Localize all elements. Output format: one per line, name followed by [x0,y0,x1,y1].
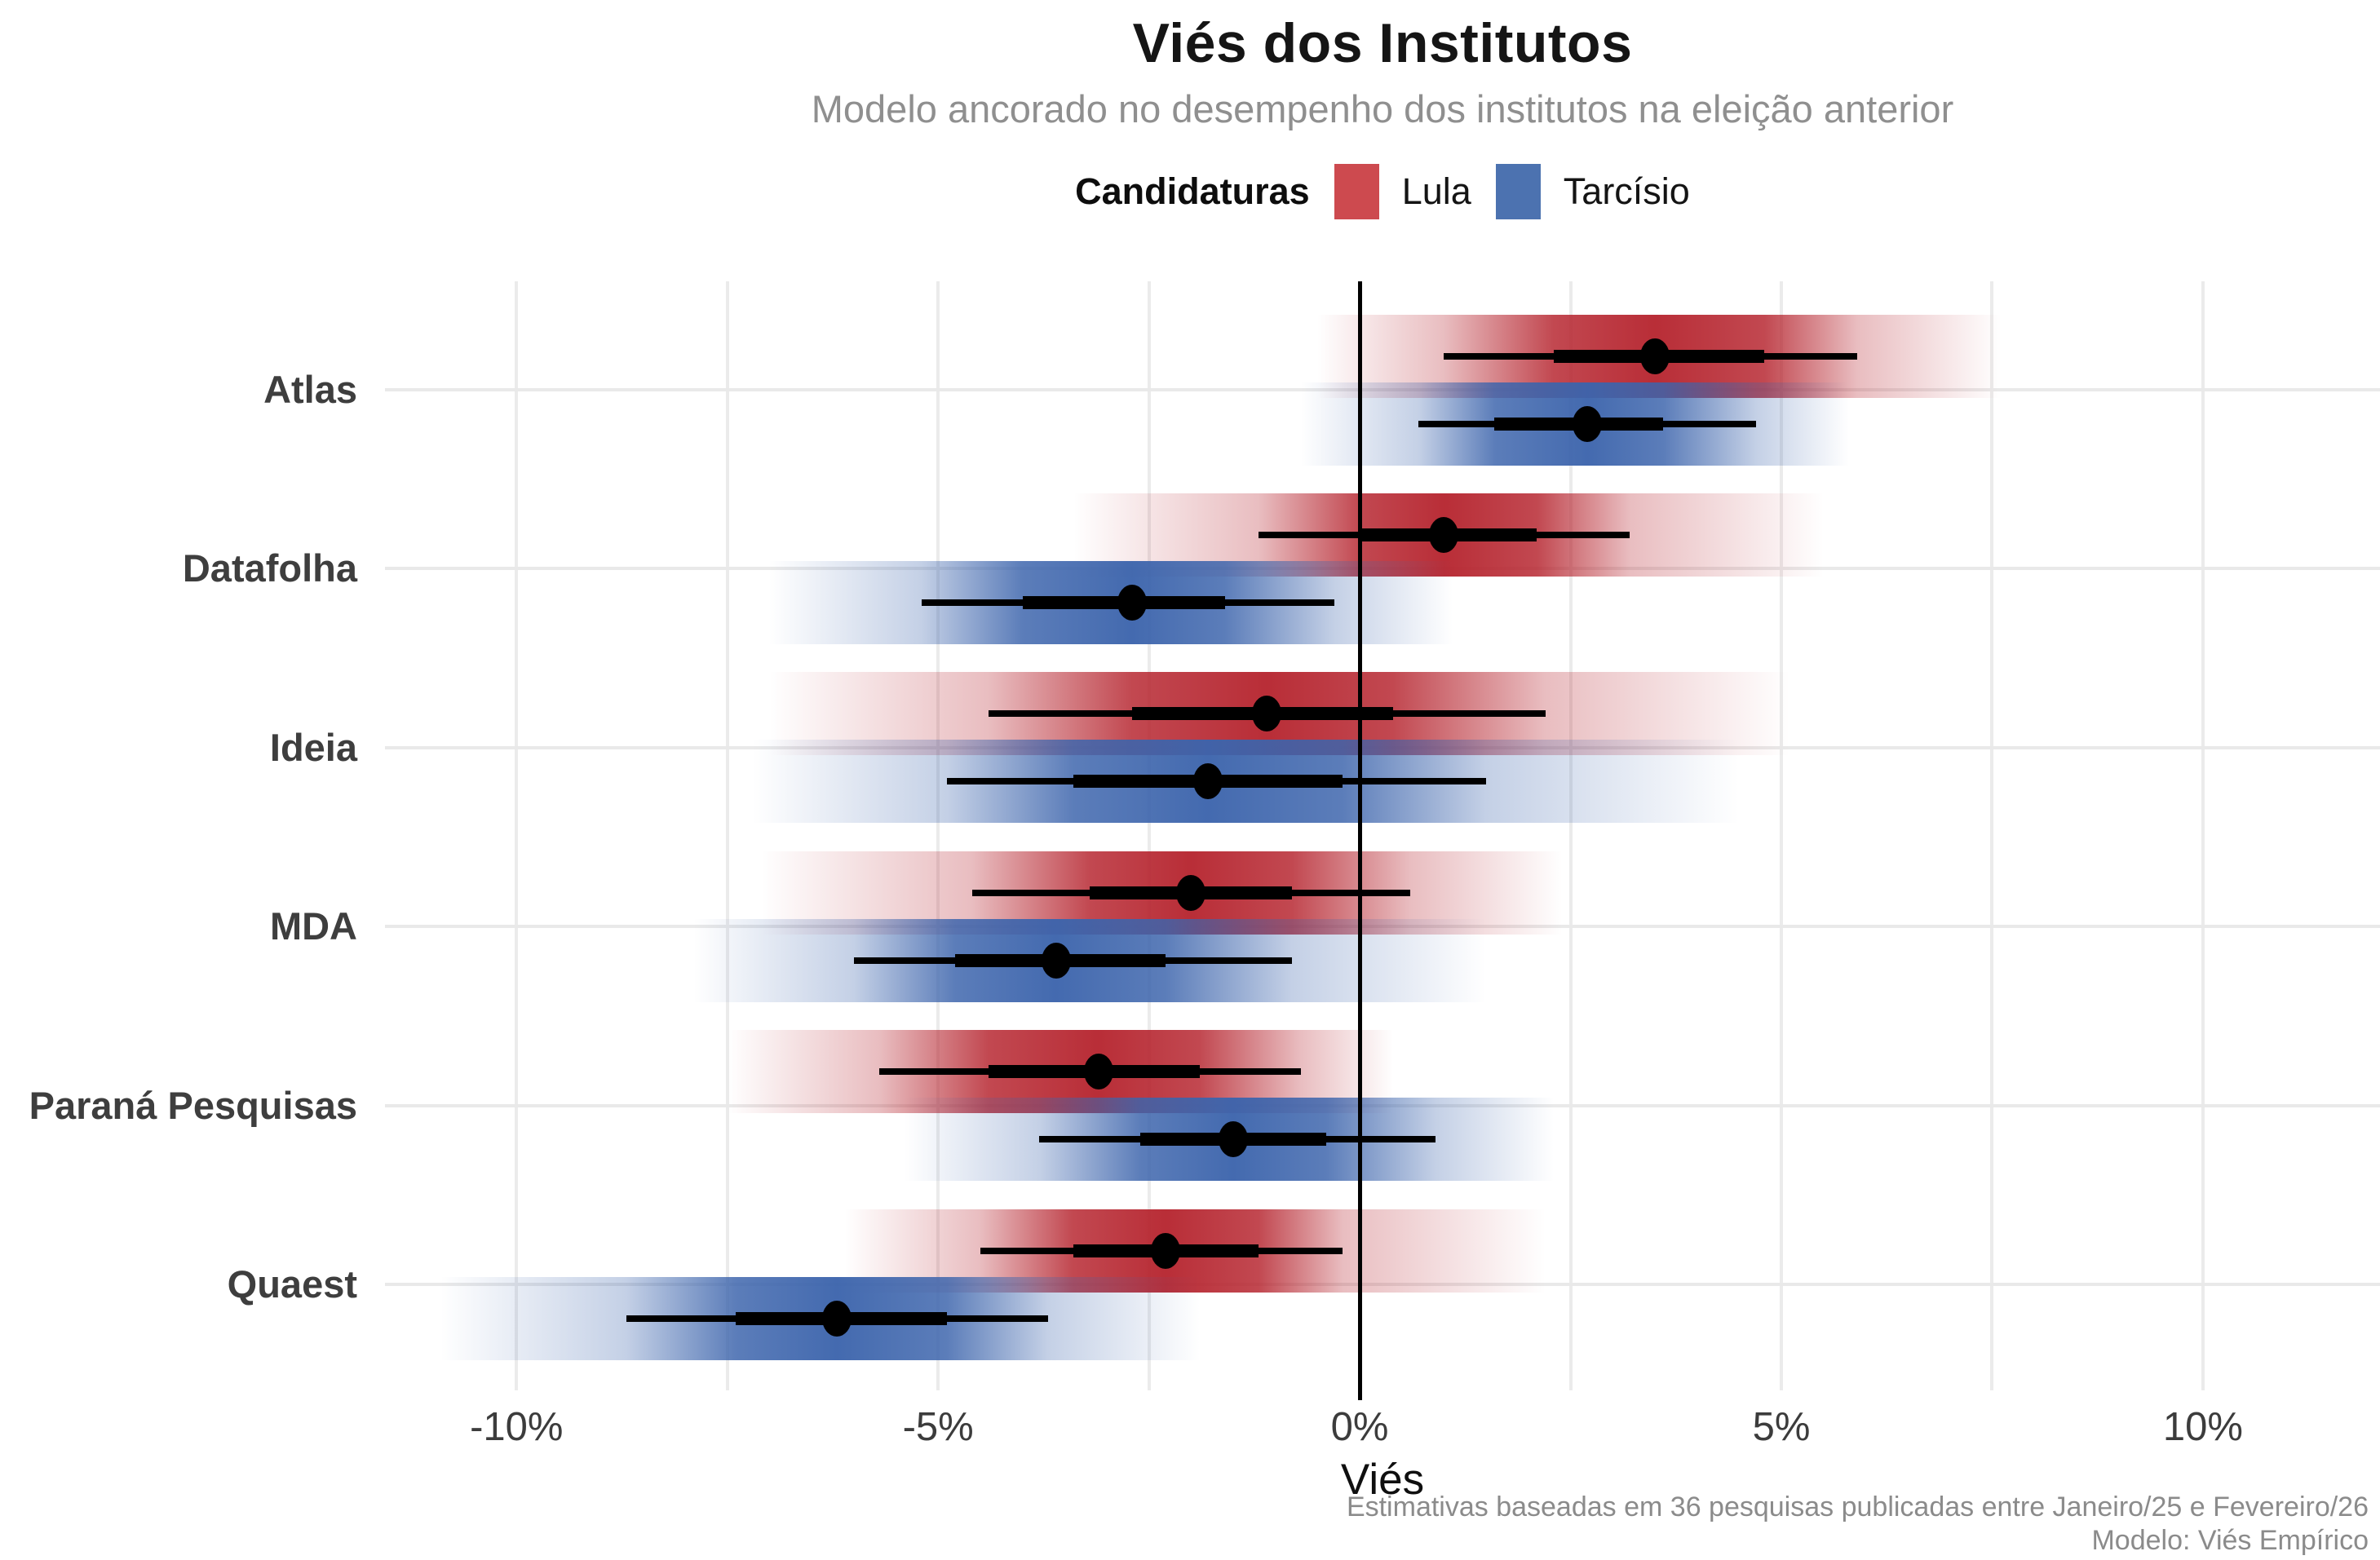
point-estimate [1176,874,1206,911]
point-estimate [1151,1232,1181,1269]
x-gridline [936,281,940,1390]
x-gridline [515,281,519,1390]
legend-entry-lula: Lula [1334,164,1471,219]
institute-label: Datafolha [182,546,357,590]
point-estimate [1639,338,1670,374]
caption-line-2: Modelo: Viés Empírico [2091,1525,2369,1556]
caption-line-1: Estimativas baseadas em 36 pesquisas pub… [1346,1492,2369,1522]
caption: Estimativas baseadas em 36 pesquisas pub… [1347,1491,2369,1558]
point-estimate [1117,584,1147,621]
legend-swatch-tarcisio [1495,164,1541,219]
legend-label-lula: Lula [1401,170,1471,212]
legend-title: Candidaturas [1075,170,1310,212]
point-estimate [1041,942,1071,979]
point-estimate [1193,763,1223,800]
x-gridline [1779,281,1783,1390]
zero-reference-line [1357,281,1362,1400]
chart-subtitle: Modelo ancorado no desempenho dos instit… [811,87,1954,130]
x-tick-label: 10% [2162,1405,2243,1449]
institute-label: Atlas [263,368,357,411]
institute-label: Quaest [227,1262,357,1306]
legend-swatch-lula [1334,164,1379,219]
x-tick-label: -10% [470,1405,564,1449]
point-estimate [1083,1054,1113,1090]
point-estimate [822,1300,852,1337]
x-gridline [1568,281,1573,1390]
point-estimate [1252,696,1282,732]
x-gridline [2201,281,2205,1390]
x-axis-title: Viés [1340,1456,1425,1504]
x-gridline [1147,281,1151,1390]
legend-entry-tarcisio: Tarcísio [1495,164,1690,219]
point-estimate [1573,405,1603,442]
x-gridline [1990,281,1994,1390]
institute-label: Ideia [269,725,357,769]
institute-label: MDA [269,904,357,948]
x-tick-label: -5% [902,1405,974,1449]
x-gridline [725,281,729,1390]
legend: Candidaturas Lula Tarcísio [385,164,2380,219]
legend-label-tarcisio: Tarcísio [1563,170,1690,212]
institute-label: Paraná Pesquisas [29,1083,357,1127]
x-tick-label: 5% [1752,1405,1811,1449]
chart-title: Viés dos Institutos [1132,12,1633,74]
point-estimate [1219,1121,1248,1158]
point-estimate [1429,516,1459,553]
x-tick-label: 0% [1330,1405,1389,1449]
chart-header: Viés dos Institutos Modelo ancorado no d… [385,0,2380,219]
